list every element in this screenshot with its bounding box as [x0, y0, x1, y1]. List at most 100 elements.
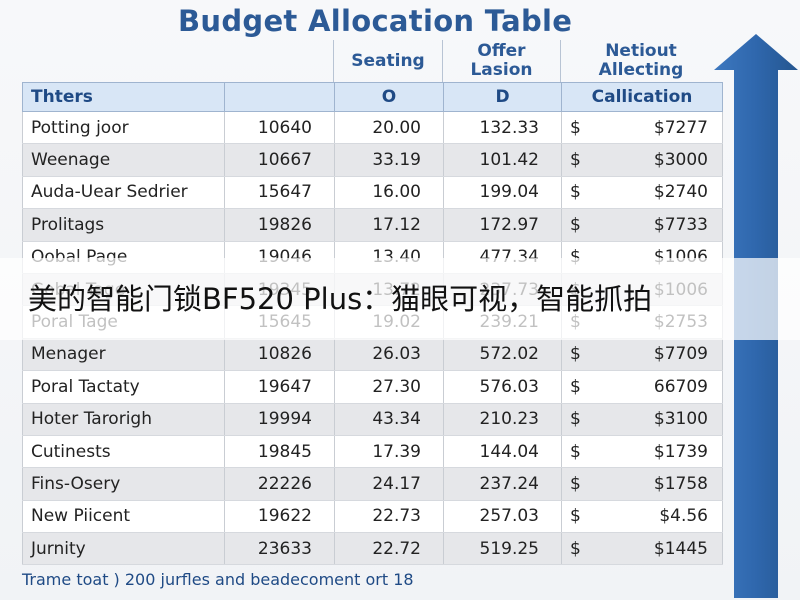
table-header-row: Thters O D Callication [22, 82, 723, 112]
table-cell: 19647 [224, 370, 335, 404]
table-cell: 19845 [224, 435, 335, 469]
table-cell: Jurnity [22, 532, 225, 566]
table-cell: 17.39 [334, 435, 444, 469]
table-cell: 576.03 [443, 370, 562, 404]
table-cell: 16.00 [334, 176, 444, 210]
currency-symbol: $ [570, 376, 581, 397]
table-cell: 10826 [224, 338, 335, 372]
table-cell: Menager [22, 338, 225, 372]
table-cell: Hoter Tarorigh [22, 403, 225, 436]
table-cell: 26.03 [334, 338, 444, 372]
table-cell: 23633 [224, 532, 335, 566]
table-cell: 27.30 [334, 370, 444, 404]
currency-symbol: $ [570, 214, 581, 235]
overlay-banner-text: 美的智能门锁BF520 Plus：猫眼可视，智能抓拍 [28, 282, 653, 316]
currency-symbol: $ [570, 538, 581, 559]
table-row: Weenage 10667 33.19 101.42 $ $3000 [22, 143, 723, 177]
table-cell: Cutinests [22, 435, 225, 469]
currency-symbol: $ [570, 506, 581, 527]
table-cell: 15647 [224, 176, 335, 210]
table-cell: 19994 [224, 403, 335, 436]
column-header[interactable]: Callication [561, 82, 723, 112]
upper-header-divider [442, 40, 443, 82]
currency-value: 66709 [653, 376, 708, 397]
upper-header-seating: Seating [334, 40, 442, 82]
table-cell: Poral Tactaty [22, 370, 225, 404]
table-cell: 210.23 [443, 403, 562, 436]
currency-value: $1739 [653, 441, 708, 462]
column-header[interactable] [224, 82, 335, 112]
upper-header-netiout-label: Netiout Allecting [598, 41, 684, 80]
table-row: Auda-Uear Sedrier 15647 16.00 199.04 $ $2740 [22, 176, 723, 210]
table-cell: 20.00 [334, 111, 444, 145]
upper-header-seating-label: Seating [351, 50, 425, 71]
table-cell-currency: $ $1758 [561, 467, 723, 501]
table-row: New Piicent 19622 22.73 257.03 $ $4.56 [22, 500, 723, 534]
column-header[interactable]: O [334, 82, 444, 112]
table-cell-currency: $ $3100 [561, 403, 723, 436]
table-cell: 10667 [224, 143, 335, 177]
currency-symbol: $ [570, 117, 581, 138]
table-cell-currency: $ $1739 [561, 435, 723, 469]
table-cell: 572.02 [443, 338, 562, 372]
table-row: Cutinests 19845 17.39 144.04 $ $1739 [22, 435, 723, 469]
currency-value: $7733 [653, 214, 708, 235]
upper-header-netiout: Netiout Allecting [561, 40, 721, 82]
table-row: Prolitags 19826 17.12 172.97 $ $7733 [22, 208, 723, 242]
table-cell: Weenage [22, 143, 225, 177]
table-row: Poral Tactaty 19647 27.30 576.03 $66709 [22, 370, 723, 404]
currency-value: $3000 [653, 150, 708, 171]
table-cell: 144.04 [443, 435, 562, 469]
table-cell: 132.33 [443, 111, 562, 145]
currency-symbol: $ [570, 409, 581, 430]
table-cell-currency: $ $7277 [561, 111, 723, 145]
upper-header-divider [560, 40, 561, 82]
table-cell: 22226 [224, 467, 335, 501]
table-cell: 10640 [224, 111, 335, 145]
table-cell: 237.24 [443, 467, 562, 501]
table-cell: 43.34 [334, 403, 444, 436]
table-cell-currency: $66709 [561, 370, 723, 404]
upper-header-divider [333, 40, 334, 82]
table-cell: Auda-Uear Sedrier [22, 176, 225, 210]
table-cell: 22.73 [334, 500, 444, 534]
table-row: Jurnity 23633 22.72 519.25 $ $1445 [22, 532, 723, 566]
table-cell-currency: $ $3000 [561, 143, 723, 177]
currency-value: $2740 [653, 182, 708, 203]
table-cell: 17.12 [334, 208, 444, 242]
table-cell: 101.42 [443, 143, 562, 177]
table-cell: 19622 [224, 500, 335, 534]
table-row: Hoter Tarorigh 19994 43.34 210.23 $ $3100 [22, 403, 723, 436]
table-cell: New Piicent [22, 500, 225, 534]
currency-value: $1758 [653, 473, 708, 494]
table-cell: 199.04 [443, 176, 562, 210]
table-cell: Prolitags [22, 208, 225, 242]
currency-value: $4.56 [659, 506, 708, 527]
table-cell: 519.25 [443, 532, 562, 566]
column-header[interactable]: D [443, 82, 562, 112]
table-cell-currency: $ $7709 [561, 338, 723, 372]
table-cell: 22.72 [334, 532, 444, 566]
currency-symbol: $ [570, 182, 581, 203]
table-cell-currency: $ $2740 [561, 176, 723, 210]
upper-header-offer-label: Offer Lasion [470, 41, 533, 80]
currency-value: $7709 [653, 344, 708, 365]
table-row: Menager 10826 26.03 572.02 $ $7709 [22, 338, 723, 372]
currency-symbol: $ [570, 247, 610, 267]
column-header[interactable]: Thters [22, 82, 225, 112]
table-cell: 257.03 [443, 500, 562, 534]
table-cell: Fins-Osery [22, 467, 225, 501]
table-cell-currency: $ $7733 [561, 208, 723, 242]
table-cell: 172.97 [443, 208, 562, 242]
table-cell: 24.17 [334, 467, 444, 501]
table-title: Budget Allocation Table [178, 4, 573, 38]
table-cell: 33.19 [334, 143, 444, 177]
table-row: Fins-Osery 22226 24.17 237.24 $ $1758 [22, 467, 723, 501]
currency-value: $3100 [653, 409, 708, 430]
currency-symbol: $ [570, 344, 581, 365]
table-cell: 19826 [224, 208, 335, 242]
table-cell-currency: $ $4.56 [561, 500, 723, 534]
table-cell-currency: $ $1445 [561, 532, 723, 566]
currency-symbol: $ [570, 441, 581, 462]
